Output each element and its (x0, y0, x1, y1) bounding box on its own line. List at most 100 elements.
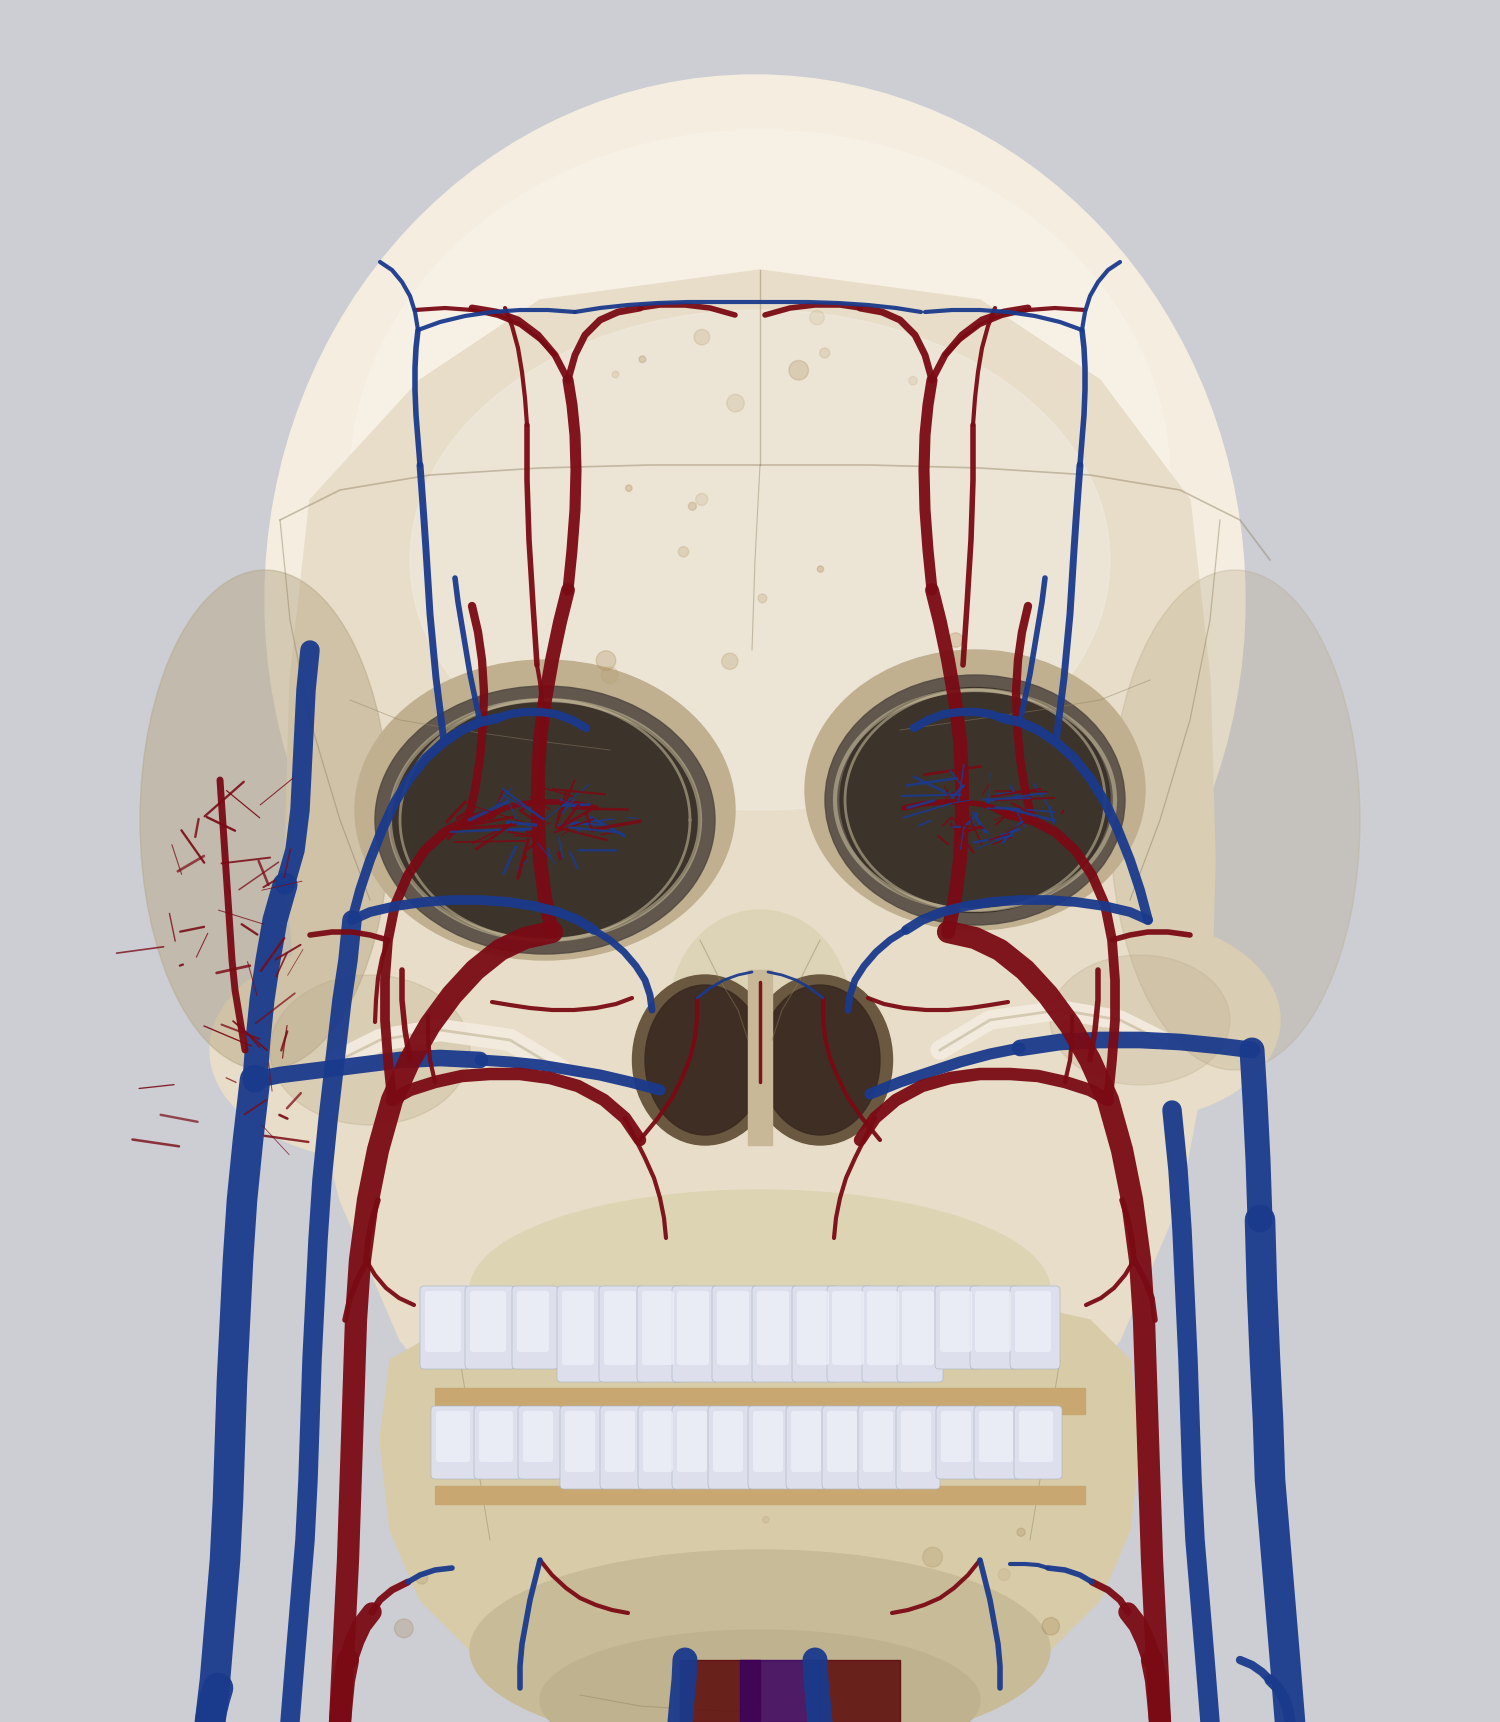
Circle shape (608, 1481, 627, 1500)
Circle shape (762, 1517, 770, 1522)
FancyBboxPatch shape (827, 1410, 856, 1472)
FancyBboxPatch shape (975, 1292, 1011, 1352)
Ellipse shape (470, 1190, 1050, 1390)
Ellipse shape (760, 985, 880, 1135)
Polygon shape (285, 270, 1215, 1534)
Circle shape (922, 1548, 942, 1567)
Ellipse shape (356, 660, 735, 959)
Ellipse shape (800, 1693, 920, 1722)
FancyBboxPatch shape (980, 1410, 1012, 1462)
FancyBboxPatch shape (560, 1405, 604, 1490)
Circle shape (909, 377, 916, 386)
FancyBboxPatch shape (936, 1405, 980, 1479)
Ellipse shape (840, 687, 1110, 913)
FancyBboxPatch shape (598, 1286, 645, 1383)
FancyBboxPatch shape (1019, 1410, 1053, 1462)
FancyBboxPatch shape (1014, 1405, 1062, 1479)
FancyBboxPatch shape (712, 1286, 758, 1383)
Circle shape (1042, 1617, 1059, 1634)
FancyBboxPatch shape (512, 1286, 558, 1369)
FancyBboxPatch shape (424, 1292, 460, 1352)
Circle shape (948, 634, 963, 647)
Circle shape (758, 594, 766, 603)
FancyBboxPatch shape (562, 1292, 594, 1366)
FancyBboxPatch shape (753, 1410, 783, 1472)
FancyBboxPatch shape (896, 1405, 940, 1490)
Bar (435, 1486, 1084, 1503)
FancyBboxPatch shape (827, 1286, 873, 1383)
Ellipse shape (540, 1631, 980, 1722)
Circle shape (998, 1569, 1010, 1581)
Ellipse shape (140, 570, 390, 1069)
Bar (680, 1660, 760, 1722)
Ellipse shape (600, 1693, 720, 1722)
Ellipse shape (806, 649, 1144, 930)
FancyBboxPatch shape (556, 1286, 603, 1383)
Circle shape (602, 666, 618, 684)
FancyBboxPatch shape (748, 1405, 792, 1490)
Ellipse shape (375, 685, 716, 954)
Circle shape (789, 360, 808, 381)
FancyBboxPatch shape (712, 1410, 742, 1472)
FancyBboxPatch shape (1016, 1292, 1052, 1352)
Ellipse shape (350, 129, 1170, 830)
FancyBboxPatch shape (934, 1286, 981, 1369)
Circle shape (639, 356, 646, 363)
FancyBboxPatch shape (862, 1286, 907, 1383)
FancyBboxPatch shape (465, 1286, 514, 1369)
FancyBboxPatch shape (604, 1410, 634, 1472)
Ellipse shape (410, 310, 1110, 809)
FancyBboxPatch shape (867, 1292, 898, 1366)
FancyBboxPatch shape (858, 1405, 901, 1490)
Bar (748, 969, 772, 1145)
FancyBboxPatch shape (897, 1286, 944, 1383)
FancyBboxPatch shape (524, 1410, 554, 1462)
FancyBboxPatch shape (790, 1410, 820, 1472)
Circle shape (818, 567, 824, 572)
FancyBboxPatch shape (672, 1405, 716, 1490)
Polygon shape (560, 1710, 940, 1722)
FancyBboxPatch shape (470, 1292, 506, 1352)
FancyBboxPatch shape (796, 1292, 830, 1366)
Circle shape (810, 310, 824, 325)
FancyBboxPatch shape (638, 1286, 682, 1383)
Ellipse shape (825, 675, 1125, 925)
Ellipse shape (1050, 956, 1230, 1085)
Ellipse shape (450, 1161, 1070, 1400)
FancyBboxPatch shape (940, 1292, 972, 1352)
FancyBboxPatch shape (644, 1410, 674, 1472)
FancyBboxPatch shape (436, 1410, 470, 1462)
Bar (435, 1388, 1084, 1414)
FancyBboxPatch shape (642, 1292, 674, 1366)
Circle shape (726, 394, 744, 412)
FancyBboxPatch shape (792, 1286, 838, 1383)
Circle shape (933, 1414, 946, 1428)
Circle shape (688, 503, 696, 510)
Bar (740, 1660, 821, 1722)
Ellipse shape (645, 985, 765, 1135)
FancyBboxPatch shape (676, 1410, 706, 1472)
FancyBboxPatch shape (974, 1405, 1022, 1479)
FancyBboxPatch shape (822, 1405, 866, 1490)
FancyBboxPatch shape (717, 1292, 748, 1366)
FancyBboxPatch shape (786, 1405, 830, 1490)
Circle shape (1017, 1527, 1025, 1536)
Circle shape (555, 1415, 566, 1428)
Ellipse shape (633, 975, 777, 1145)
Circle shape (394, 1619, 412, 1638)
FancyBboxPatch shape (940, 1410, 970, 1462)
Circle shape (951, 1441, 974, 1464)
FancyBboxPatch shape (752, 1286, 798, 1383)
FancyBboxPatch shape (518, 1292, 549, 1352)
Circle shape (612, 372, 618, 377)
Ellipse shape (266, 76, 1245, 1124)
FancyBboxPatch shape (708, 1405, 752, 1490)
Circle shape (597, 651, 616, 670)
Polygon shape (380, 1295, 1140, 1710)
Circle shape (678, 546, 688, 556)
FancyBboxPatch shape (604, 1292, 636, 1366)
Ellipse shape (210, 940, 550, 1161)
FancyBboxPatch shape (672, 1286, 718, 1383)
Ellipse shape (670, 909, 850, 1111)
Ellipse shape (470, 1550, 1050, 1722)
